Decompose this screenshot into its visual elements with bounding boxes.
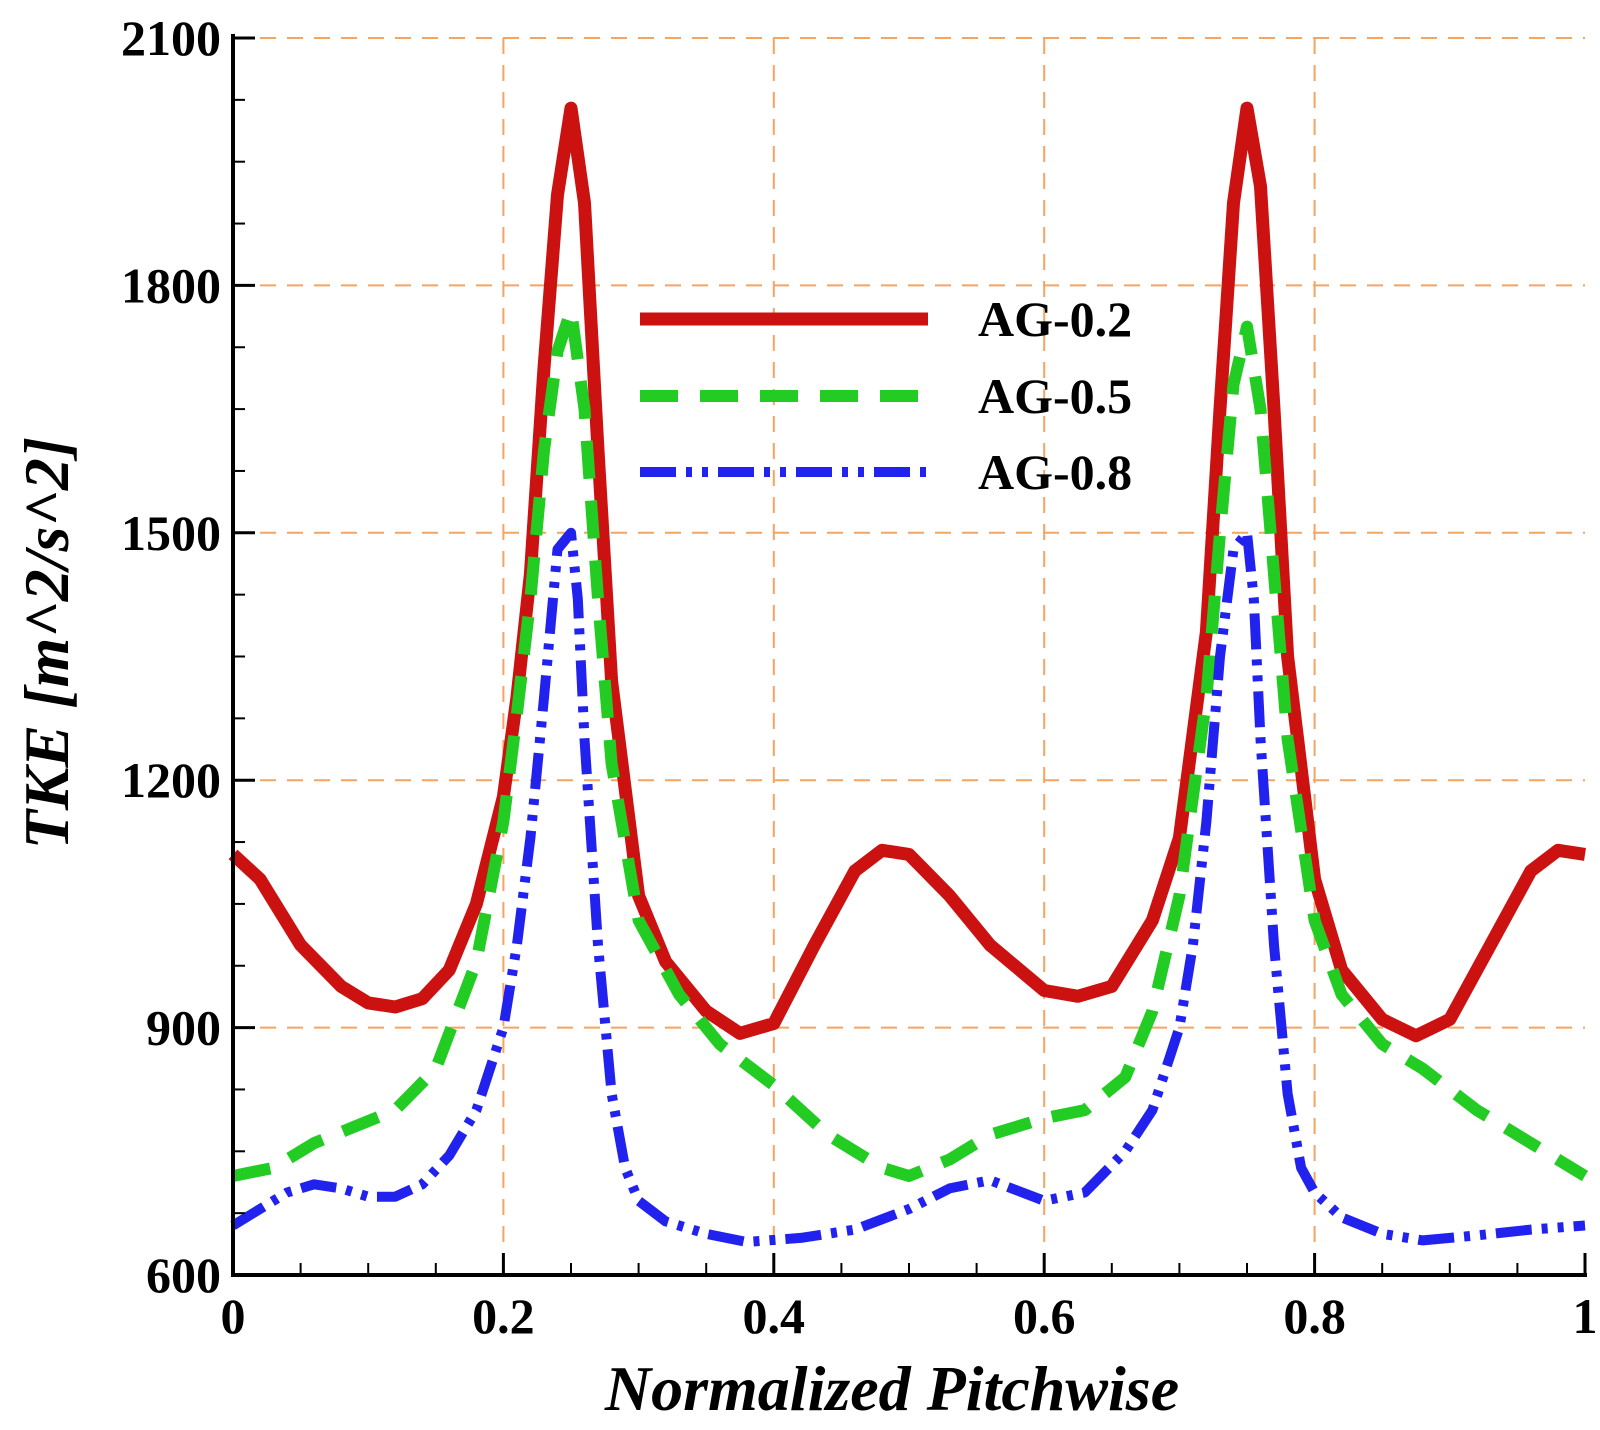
- y-tick-label-5: 2100: [121, 10, 221, 66]
- series-line-ag-0-5: [231, 304, 1589, 1182]
- x-tick-labels: 0 0.2 0.4 0.6 0.8 1: [221, 1288, 1598, 1344]
- legend-label-ag-0-2: AG-0.2: [978, 291, 1132, 347]
- x-tick-label-0: 0: [221, 1288, 246, 1344]
- x-tick-label-1: 0.2: [472, 1288, 535, 1344]
- series-line-ag-0-2: [228, 101, 1586, 1043]
- legend-label-ag-0-8: AG-0.8: [978, 444, 1132, 500]
- grid-lines: [233, 37, 1585, 1275]
- x-tick-label-3: 0.6: [1013, 1288, 1076, 1344]
- x-axis-title: Normalized Pitchwise: [604, 1353, 1179, 1424]
- y-tick-labels: 600 900 1200 1500 1800 2100: [121, 10, 221, 1303]
- y-axis-title: TKE [m^2/s^2]: [11, 437, 82, 850]
- series-lines: [228, 101, 1589, 1247]
- x-tick-label-4: 0.8: [1283, 1288, 1346, 1344]
- x-tick-label-5: 1: [1573, 1288, 1598, 1344]
- y-tick-label-0: 600: [146, 1247, 221, 1303]
- y-tick-label-3: 1500: [121, 505, 221, 561]
- series-line-ag-0-8: [230, 527, 1586, 1247]
- y-tick-label-1: 900: [146, 1000, 221, 1056]
- tick-marks: [231, 36, 1587, 1277]
- y-tick-label-2: 1200: [121, 752, 221, 808]
- x-tick-label-2: 0.4: [743, 1288, 806, 1344]
- y-tick-label-4: 1800: [121, 257, 221, 313]
- legend: AG-0.2 AG-0.5 AG-0.8: [640, 291, 1132, 500]
- axes: [231, 34, 1587, 1277]
- legend-label-ag-0-5: AG-0.5: [978, 368, 1132, 424]
